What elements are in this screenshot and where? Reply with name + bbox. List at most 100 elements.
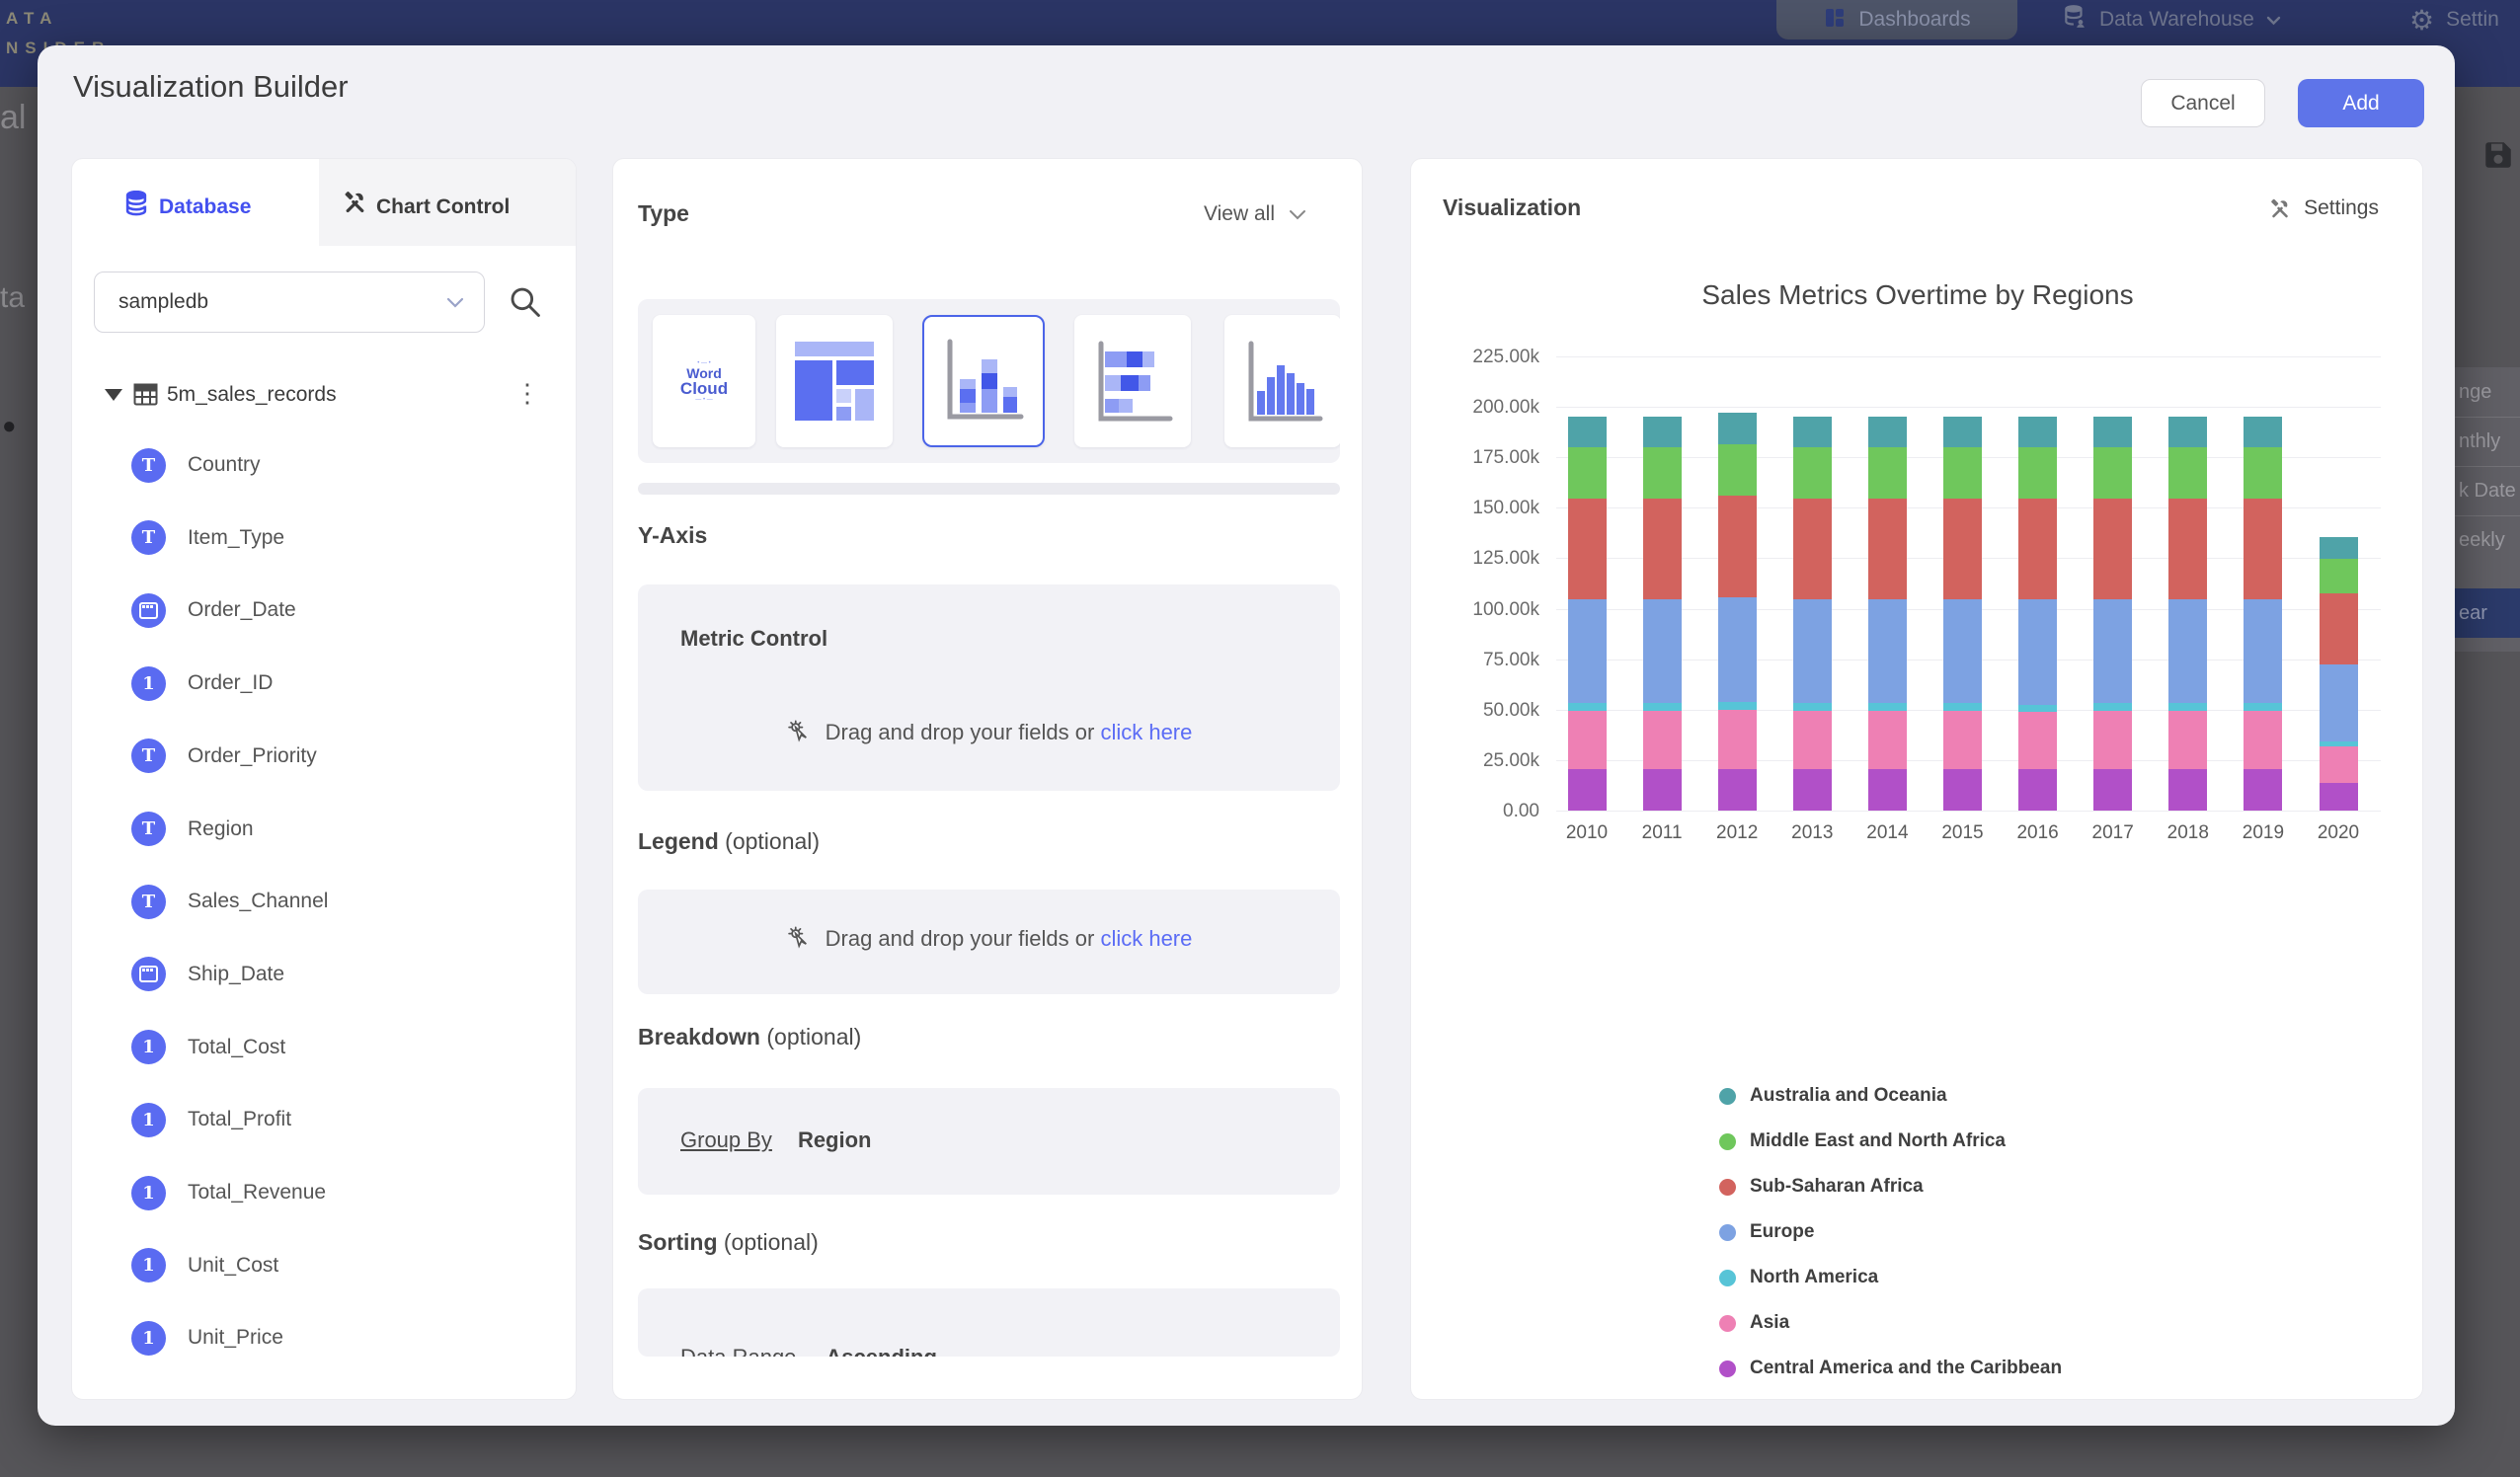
chart-type-stacked-column-selected[interactable] bbox=[922, 315, 1045, 447]
nav-item-dashboards[interactable]: Dashboards bbox=[1776, 0, 2017, 39]
sorting-direction: Ascending bbox=[826, 1345, 936, 1357]
field-item-total_profit[interactable]: 1Total_Profit bbox=[72, 1098, 577, 1141]
field-item-order_priority[interactable]: T Order_Priority bbox=[72, 735, 577, 778]
legend-item[interactable]: North America bbox=[1719, 1267, 1878, 1288]
field-item-unit_cost[interactable]: 1Unit_Cost bbox=[72, 1244, 577, 1287]
calendar-icon bbox=[139, 966, 158, 982]
y-tick-label: 125.00k bbox=[1411, 548, 1539, 570]
add-button[interactable]: Add bbox=[2298, 79, 2424, 127]
field-label: Unit_Cost bbox=[188, 1254, 278, 1278]
bg-fragment-bullet: ● bbox=[2, 413, 17, 440]
field-item-order_id[interactable]: 1Order_ID bbox=[72, 661, 577, 705]
bg-dropdown-menu: ngenthlyk Dateeekly ear bbox=[2455, 367, 2520, 652]
bar-segment-2013 bbox=[1793, 499, 1832, 599]
database-select[interactable]: sampledb bbox=[94, 272, 485, 333]
calendar-icon bbox=[139, 602, 158, 619]
bg-menu-item[interactable]: ear bbox=[2455, 588, 2520, 638]
modal-title: Visualization Builder bbox=[73, 69, 349, 105]
legend-item[interactable]: Asia bbox=[1719, 1312, 1789, 1334]
chart-type-treemap[interactable] bbox=[776, 315, 893, 447]
field-item-item_type[interactable]: TItem_Type bbox=[72, 516, 577, 560]
tools-icon bbox=[342, 189, 368, 220]
metric-click-here-link[interactable]: click here bbox=[1100, 720, 1192, 744]
field-item-sales_channel[interactable]: TSales_Channel bbox=[72, 880, 577, 923]
bg-menu-item[interactable]: nge bbox=[2455, 367, 2520, 417]
bar-segment-2014 bbox=[1868, 499, 1907, 599]
y-tick-label: 50.00k bbox=[1411, 700, 1539, 722]
bg-menu-item[interactable]: eekly bbox=[2455, 515, 2520, 565]
nav-item-settings[interactable]: ⚙ Settin bbox=[2409, 0, 2499, 39]
field-item-total_cost[interactable]: 1Total_Cost bbox=[72, 1026, 577, 1069]
chart-settings-button[interactable]: Settings bbox=[2268, 196, 2379, 220]
bar-segment-2010 bbox=[1568, 447, 1607, 499]
bar-segment-2020 bbox=[2320, 537, 2358, 559]
legend-dropzone[interactable]: Drag and drop your fields or click here bbox=[638, 890, 1340, 994]
bar-segment-2020 bbox=[2320, 741, 2358, 745]
metric-drop-hint: Drag and drop your fields or click here bbox=[638, 719, 1340, 746]
field-item-unit_price[interactable]: 1Unit_Price bbox=[72, 1316, 577, 1360]
text-field-icon: T bbox=[131, 520, 166, 555]
bg-menu-item[interactable]: nthly bbox=[2455, 417, 2520, 466]
bg-menu-item[interactable]: k Date bbox=[2455, 466, 2520, 515]
y-tick-label: 175.00k bbox=[1411, 447, 1539, 469]
field-label: Order_Priority bbox=[188, 744, 317, 768]
y-tick-label: 200.00k bbox=[1411, 397, 1539, 419]
bar-segment-2014 bbox=[1868, 417, 1907, 447]
legend-item[interactable]: Europe bbox=[1719, 1221, 1814, 1243]
group-by-control[interactable]: Group By bbox=[680, 1127, 772, 1153]
y-tick-label: 75.00k bbox=[1411, 650, 1539, 671]
database-panel: Database Chart Control sampledb bbox=[71, 158, 577, 1400]
tab-database[interactable]: Database bbox=[159, 195, 251, 219]
y-tick-label: 100.00k bbox=[1411, 599, 1539, 621]
legend-item[interactable]: Australia and Oceania bbox=[1719, 1085, 1947, 1107]
kebab-menu-icon[interactable]: ⋮ bbox=[514, 378, 540, 409]
save-icon[interactable] bbox=[2481, 138, 2515, 177]
legend-heading: Legend (optional) bbox=[638, 828, 820, 855]
chart-title: Sales Metrics Overtime by Regions bbox=[1411, 279, 2423, 311]
field-label: Unit_Price bbox=[188, 1326, 283, 1350]
bar-segment-2018 bbox=[2168, 599, 2207, 702]
legend-click-here-link[interactable]: click here bbox=[1100, 926, 1192, 951]
chevron-down-icon bbox=[446, 290, 464, 314]
settings-label: Settings bbox=[2304, 196, 2379, 220]
field-item-ship_date[interactable]: Ship_Date bbox=[72, 953, 577, 996]
bar-segment-2017 bbox=[2093, 417, 2132, 447]
sorting-field-control[interactable]: Data Range bbox=[680, 1345, 796, 1357]
field-item-country[interactable]: TCountry bbox=[72, 443, 577, 487]
caret-down-icon[interactable] bbox=[105, 389, 122, 401]
view-all-button[interactable]: View all bbox=[1204, 202, 1306, 226]
legend-label: Sub-Saharan Africa bbox=[1750, 1176, 1924, 1198]
search-icon[interactable] bbox=[507, 283, 544, 326]
field-item-order_date[interactable]: Order_Date bbox=[72, 588, 577, 632]
field-item-region[interactable]: TRegion bbox=[72, 808, 577, 851]
cancel-button[interactable]: Cancel bbox=[2141, 79, 2265, 127]
table-icon bbox=[133, 383, 158, 411]
bar-segment-2019 bbox=[2244, 703, 2282, 711]
bar-segment-2018 bbox=[2168, 711, 2207, 769]
tab-chart-control-label[interactable]: Chart Control bbox=[376, 195, 510, 219]
nav-item-data-warehouse[interactable]: Data Warehouse bbox=[2062, 0, 2281, 39]
x-axis-label: 2020 bbox=[2301, 822, 2376, 844]
bar-segment-2020 bbox=[2320, 664, 2358, 742]
field-item-total_revenue[interactable]: 1Total_Revenue bbox=[72, 1171, 577, 1214]
bar-segment-2019 bbox=[2244, 417, 2282, 447]
breakdown-box: Group By Region bbox=[638, 1088, 1340, 1195]
field-label: Sales_Channel bbox=[188, 890, 328, 913]
visualization-heading: Visualization bbox=[1443, 194, 1581, 221]
legend-item[interactable]: Central America and the Caribbean bbox=[1719, 1358, 2062, 1379]
legend-item[interactable]: Middle East and North Africa bbox=[1719, 1130, 2006, 1152]
legend-item[interactable]: Sub-Saharan Africa bbox=[1719, 1176, 1924, 1198]
chart-type-column[interactable] bbox=[1224, 315, 1340, 447]
text-field-icon: T bbox=[131, 738, 166, 773]
bar-segment-2010 bbox=[1568, 499, 1607, 599]
date-field-icon bbox=[131, 957, 166, 991]
chart-type-word-cloud[interactable]: • — • Word Cloud — • — bbox=[653, 315, 755, 447]
chart-type-stacked-bar[interactable] bbox=[1074, 315, 1191, 447]
chart-type-scrollbar[interactable] bbox=[638, 483, 1340, 495]
bar-segment-2020 bbox=[2320, 559, 2358, 593]
table-name[interactable]: 5m_sales_records bbox=[167, 383, 337, 407]
bar-segment-2019 bbox=[2244, 499, 2282, 599]
stacked-column-icon bbox=[940, 338, 1027, 425]
metric-control-dropzone[interactable]: Metric Control Drag and drop your fields… bbox=[638, 584, 1340, 791]
x-axis-label: 2019 bbox=[2226, 822, 2301, 844]
